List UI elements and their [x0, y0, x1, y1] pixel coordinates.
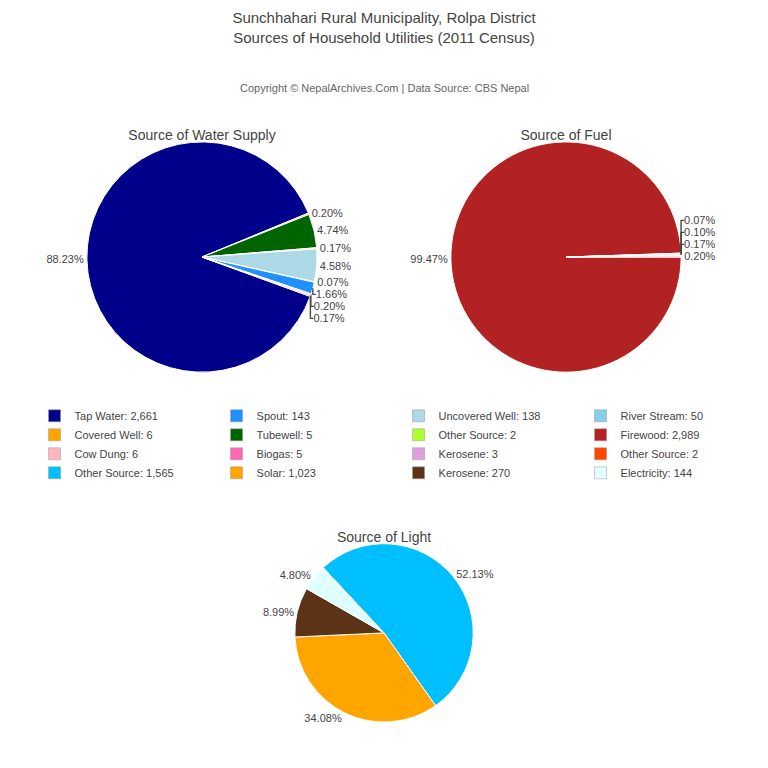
svg-text:0.17%: 0.17% — [313, 312, 344, 324]
svg-text:52.13%: 52.13% — [456, 568, 494, 580]
svg-text:0.10%: 0.10% — [684, 226, 715, 238]
svg-text:Kerosene: 3: Kerosene: 3 — [439, 448, 498, 460]
svg-text:Source of Fuel: Source of Fuel — [520, 127, 611, 143]
svg-text:Other Source: 1,565: Other Source: 1,565 — [75, 467, 174, 479]
svg-text:Other Source: 2: Other Source: 2 — [621, 448, 699, 460]
svg-text:Source of Light: Source of Light — [337, 529, 431, 545]
svg-text:Source of Water Supply: Source of Water Supply — [128, 127, 275, 143]
svg-text:Spout: 143: Spout: 143 — [257, 410, 310, 422]
svg-text:4.74%: 4.74% — [317, 224, 348, 236]
svg-text:River Stream: 50: River Stream: 50 — [621, 410, 704, 422]
svg-text:0.07%: 0.07% — [317, 276, 348, 288]
svg-text:34.08%: 34.08% — [304, 712, 342, 724]
svg-text:0.17%: 0.17% — [320, 242, 351, 254]
svg-text:0.17%: 0.17% — [684, 238, 715, 250]
svg-text:Cow Dung: 6: Cow Dung: 6 — [75, 448, 139, 460]
svg-text:4.58%: 4.58% — [320, 260, 351, 272]
svg-text:99.47%: 99.47% — [410, 253, 448, 265]
svg-text:0.20%: 0.20% — [314, 300, 345, 312]
svg-text:0.20%: 0.20% — [312, 207, 343, 219]
svg-text:Other Source: 2: Other Source: 2 — [439, 429, 517, 441]
svg-text:Sunchhahari Rural Municipality: Sunchhahari Rural Municipality, Rolpa Di… — [232, 9, 536, 46]
svg-text:Kerosene: 270: Kerosene: 270 — [439, 467, 511, 479]
svg-text:Covered Well: 6: Covered Well: 6 — [75, 429, 153, 441]
svg-text:1.66%: 1.66% — [316, 288, 347, 300]
svg-text:Firewood: 2,989: Firewood: 2,989 — [621, 429, 700, 441]
svg-text:0.07%: 0.07% — [684, 214, 715, 226]
svg-text:Solar: 1,023: Solar: 1,023 — [257, 467, 316, 479]
svg-text:Tap Water: 2,661: Tap Water: 2,661 — [75, 410, 158, 422]
svg-text:Copyright © NepalArchives.Com: Copyright © NepalArchives.Com | Data Sou… — [240, 82, 529, 94]
svg-text:Biogas: 5: Biogas: 5 — [257, 448, 303, 460]
svg-text:4.80%: 4.80% — [280, 569, 311, 581]
svg-text:Electricity: 144: Electricity: 144 — [621, 467, 693, 479]
svg-text:88.23%: 88.23% — [46, 253, 84, 265]
svg-text:8.99%: 8.99% — [263, 606, 294, 618]
svg-text:0.20%: 0.20% — [684, 250, 715, 262]
svg-text:Uncovered Well: 138: Uncovered Well: 138 — [439, 410, 541, 422]
svg-text:Tubewell: 5: Tubewell: 5 — [257, 429, 313, 441]
